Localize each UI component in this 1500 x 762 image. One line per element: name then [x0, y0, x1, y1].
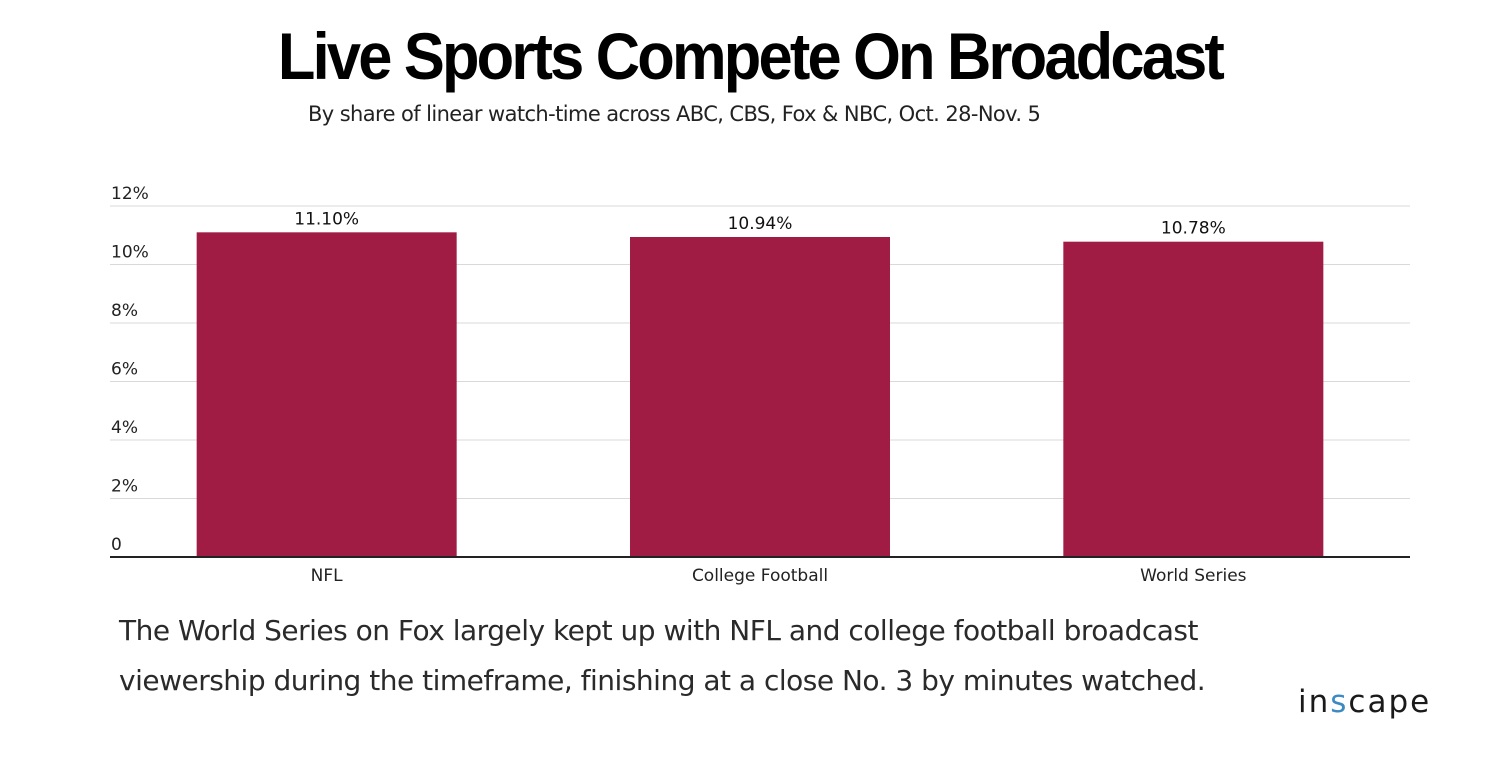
logo-accent: s	[1330, 684, 1349, 720]
x-category-label: World Series	[1140, 566, 1247, 586]
bar-chart: 0 2% 4% 6% 8% 10% 12% 11.10% 10.94% 10.78% NFL Co…	[110, 184, 1410, 586]
y-tick-label: 4%	[111, 418, 138, 438]
y-tick-label: 0	[111, 535, 122, 555]
x-axis-categories: NFL College Football World Series	[311, 566, 1247, 586]
bar	[1063, 241, 1324, 557]
logo-suffix: cape	[1348, 684, 1432, 720]
bar-value-label: 10.94%	[728, 214, 793, 234]
x-category-label: NFL	[311, 566, 343, 586]
y-tick-label: 12%	[111, 184, 149, 204]
chart-subtitle: By share of linear watch-time across ABC…	[308, 102, 1041, 126]
bar-value-label: 10.78%	[1161, 219, 1226, 239]
inscape-logo: inscape	[1298, 684, 1431, 720]
bar	[630, 237, 890, 557]
data-labels: 11.10% 10.94% 10.78%	[294, 209, 1225, 238]
y-tick-label: 2%	[111, 477, 138, 497]
y-tick-label: 6%	[111, 360, 138, 380]
y-axis-ticks: 0 2% 4% 6% 8% 10% 12%	[111, 184, 149, 555]
y-tick-label: 10%	[111, 243, 149, 263]
bars	[196, 232, 1324, 557]
chart-caption: The World Series on Fox largely kept up …	[119, 614, 1206, 697]
chart-title: Live Sports Compete On Broadcast	[277, 19, 1225, 93]
x-category-label: College Football	[692, 566, 828, 586]
logo-prefix: in	[1298, 684, 1331, 720]
bar-value-label: 11.10%	[294, 209, 359, 229]
y-tick-label: 8%	[111, 301, 138, 321]
bar	[196, 232, 457, 557]
